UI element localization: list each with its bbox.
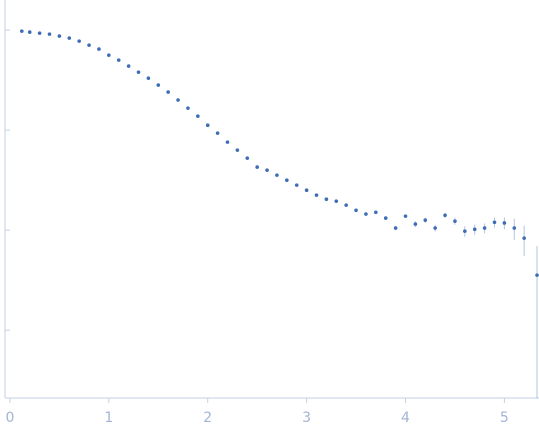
data-point: [235, 148, 240, 152]
x-tick-label: 5: [500, 410, 509, 426]
data-point: [294, 183, 299, 187]
data-point: [156, 83, 161, 87]
data-point: [67, 36, 72, 40]
data-point: [502, 221, 507, 225]
data-point: [255, 165, 259, 169]
data-point: [176, 98, 180, 102]
data-point: [146, 76, 151, 80]
data-point: [97, 47, 101, 51]
data-point: [492, 220, 497, 225]
data-point: [364, 212, 368, 216]
data-point: [535, 273, 539, 277]
x-tick-label: 3: [302, 410, 311, 426]
data-point: [383, 216, 388, 220]
data-point: [77, 39, 81, 43]
data-point: [433, 226, 437, 230]
data-point: [20, 29, 24, 33]
data-point: [403, 214, 408, 218]
x-tick-label: 0: [5, 410, 14, 426]
data-point: [245, 156, 250, 160]
data-point: [265, 168, 269, 172]
data-point: [374, 210, 378, 215]
data-point: [116, 58, 121, 62]
data-point: [423, 218, 428, 222]
data-point: [47, 32, 52, 36]
data-point: [512, 226, 517, 230]
data-point: [463, 229, 467, 233]
data-point: [354, 208, 358, 213]
data-point: [334, 199, 339, 203]
data-point: [522, 236, 526, 240]
data-point: [275, 173, 279, 177]
data-point: [482, 226, 487, 230]
data-point: [136, 70, 141, 74]
plot-area: [20, 29, 539, 398]
data-point: [453, 219, 457, 223]
data-point: [205, 123, 210, 128]
data-point: [225, 140, 230, 144]
data-point: [57, 34, 62, 38]
data-point: [27, 30, 32, 34]
data-point: [285, 178, 289, 182]
data-point: [107, 53, 111, 57]
data-point: [87, 43, 91, 47]
data-point: [472, 227, 477, 232]
data-point: [304, 188, 309, 192]
data-point: [413, 222, 418, 226]
data-point: [186, 106, 190, 110]
data-point: [166, 90, 170, 94]
x-tick-label: 4: [401, 410, 410, 426]
data-point: [344, 203, 348, 207]
data-point: [215, 131, 220, 135]
data-point: [393, 226, 398, 230]
x-tick-label: 2: [203, 410, 212, 426]
data-point: [196, 114, 200, 118]
data-point: [126, 64, 131, 68]
data-point: [314, 193, 319, 197]
data-point: [37, 31, 42, 35]
data-point: [324, 197, 329, 201]
x-tick-label: 1: [104, 410, 113, 426]
data-point: [443, 213, 447, 218]
